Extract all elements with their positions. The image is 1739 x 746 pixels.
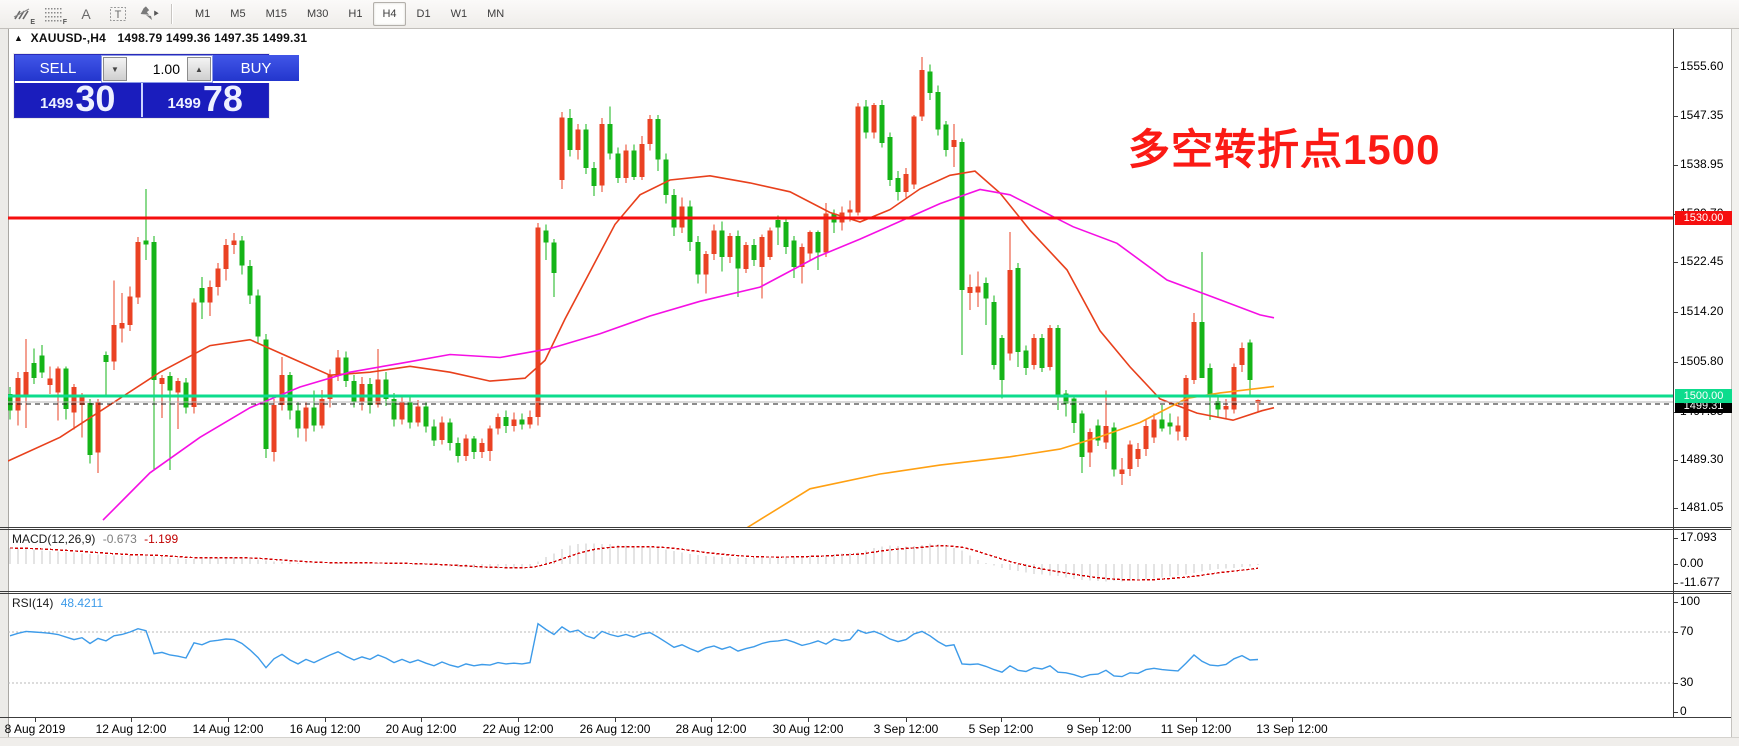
timeframe-button-mn[interactable]: MN	[487, 8, 505, 20]
time-tick-label-13: 13 Sep 12:00	[1256, 722, 1328, 736]
price-tick-label-4: 1522.45	[1680, 254, 1724, 268]
time-tick-label-1: 12 Aug 12:00	[95, 722, 167, 736]
macd-tick-label-2: -11.677	[1680, 575, 1720, 589]
sell-price-integer: 1499	[40, 95, 74, 112]
timeframe-button-w1[interactable]: W1	[450, 8, 468, 20]
price-tick-label-1: 1547.35	[1680, 108, 1724, 122]
price-tick-label-0: 1555.60	[1680, 59, 1724, 73]
time-tick-label-0: 8 Aug 2019	[4, 722, 66, 736]
time-tick-label-7: 28 Aug 12:00	[675, 722, 747, 736]
volume-stepper: ▼ ▲	[101, 55, 213, 83]
macd-label: MACD(12,26,9) -0.673 -1.199	[12, 532, 179, 546]
text-box-icon[interactable]: T	[103, 1, 133, 27]
panel-borders	[0, 28, 1731, 718]
svg-text:T: T	[115, 9, 122, 21]
sell-price-pips: 30	[75, 78, 116, 119]
ma-fast	[8, 170, 1275, 462]
macd-tick-label-0: 17.093	[1680, 530, 1717, 544]
price-tick-label-9: 1481.05	[1680, 500, 1724, 514]
price-tick-label-2: 1538.95	[1680, 157, 1724, 171]
time-tick-label-9: 3 Sep 12:00	[873, 722, 939, 736]
buy-price[interactable]: 1499 78	[143, 78, 269, 119]
timeframe-button-h4[interactable]: H4	[373, 2, 406, 26]
time-tick-label-10: 5 Sep 12:00	[968, 722, 1034, 736]
time-tick-label-4: 20 Aug 12:00	[385, 722, 457, 736]
annotation-text: 多空转折点1500	[1128, 126, 1441, 173]
rsi-line	[9, 622, 1259, 679]
toolbar-separator	[171, 4, 172, 24]
sell-button[interactable]: SELL	[15, 55, 101, 83]
macd-value-1: -0.673	[102, 532, 137, 546]
time-tick-label-5: 22 Aug 12:00	[482, 722, 554, 736]
svg-text:A: A	[81, 6, 91, 22]
window-right-border[interactable]	[1731, 0, 1739, 746]
candlesticks	[8, 56, 1261, 486]
window-bottom-border	[0, 737, 1739, 746]
price-tick-label-8: 1489.30	[1680, 452, 1724, 466]
timeframe-button-m1[interactable]: M1	[195, 8, 211, 20]
macd-histogram	[9, 543, 1259, 582]
timeframe-button-m30[interactable]: M30	[306, 8, 329, 20]
timeframe-button-d1[interactable]: D1	[416, 8, 431, 20]
window-left-border	[0, 28, 9, 746]
arrow-objects-icon[interactable]	[135, 1, 165, 27]
timeframe-button-m5[interactable]: M5	[230, 8, 246, 20]
timeframe-button-h1[interactable]: H1	[348, 8, 363, 20]
buy-price-pips: 78	[202, 78, 243, 119]
volume-input[interactable]	[128, 56, 186, 82]
expert-chart-icon-sub-label: E	[30, 19, 35, 26]
rsi-value: 48.4211	[60, 596, 104, 610]
rsi-indicator	[8, 622, 1673, 684]
expert-chart-icon[interactable]: E	[7, 1, 37, 27]
time-tick-label-3: 16 Aug 12:00	[289, 722, 361, 736]
moving-averages	[8, 170, 1275, 527]
grid-properties-icon-sub-label: F	[62, 19, 67, 26]
time-tick-label-8: 30 Aug 12:00	[772, 722, 844, 736]
ma-mid	[102, 188, 1275, 521]
horizontal-lines[interactable]	[8, 216, 1673, 405]
one-click-trading-panel: SELL ▼ ▲ BUY 1499 30 1499 78	[14, 54, 299, 119]
volume-decrease-button[interactable]: ▼	[103, 57, 127, 81]
collapse-arrow-icon[interactable]: ▲	[14, 33, 24, 43]
ohlc-values: 1498.79 1499.36 1497.35 1499.31	[117, 31, 308, 45]
timeframe-group: M1 M5 M15 M30 H1 H4 D1 W1 MN	[179, 2, 514, 26]
grid-properties-icon[interactable]: F	[39, 1, 69, 27]
buy-button[interactable]: BUY	[213, 55, 299, 83]
macd-signal-line	[9, 545, 1259, 581]
rsi-label: RSI(14) 48.4211	[12, 596, 104, 610]
sell-price[interactable]: 1499 30	[15, 78, 143, 119]
price-tick-label-5: 1514.20	[1680, 304, 1724, 318]
rsi-tick-label-2: 30	[1680, 675, 1694, 689]
ma-slow	[746, 385, 1275, 527]
time-tick-label-6: 26 Aug 12:00	[579, 722, 651, 736]
toolbar: E F A T M1 M5 M15 M30 H1 H4 D1 W1 MN	[0, 0, 1739, 29]
price-tick-label-6: 1505.80	[1680, 354, 1724, 368]
support-price-tag: 1500.00	[1675, 389, 1732, 403]
timeframe-button-m15[interactable]: M15	[265, 8, 287, 20]
buy-price-integer: 1499	[167, 95, 201, 112]
time-tick-label-11: 9 Sep 12:00	[1066, 722, 1132, 736]
macd-value-2: -1.199	[144, 532, 179, 546]
volume-increase-button[interactable]: ▲	[187, 57, 211, 81]
axis-ticks	[35, 67, 1678, 722]
rsi-tick-label-1: 70	[1680, 624, 1694, 638]
macd-tick-label-1: 0.00	[1680, 556, 1704, 570]
rsi-tick-label-0: 100	[1680, 594, 1701, 608]
resistance-price-tag: 1530.00	[1675, 211, 1732, 225]
symbol-label: XAUUSD-,H4	[30, 31, 106, 45]
time-tick-label-2: 14 Aug 12:00	[192, 722, 264, 736]
chart-title: ▲ XAUUSD-,H4 1498.79 1499.36 1497.35 149…	[14, 31, 307, 45]
rsi-tick-label-3: 0	[1680, 704, 1687, 718]
time-tick-label-12: 11 Sep 12:00	[1160, 722, 1232, 736]
text-label-icon[interactable]: A	[71, 1, 101, 27]
